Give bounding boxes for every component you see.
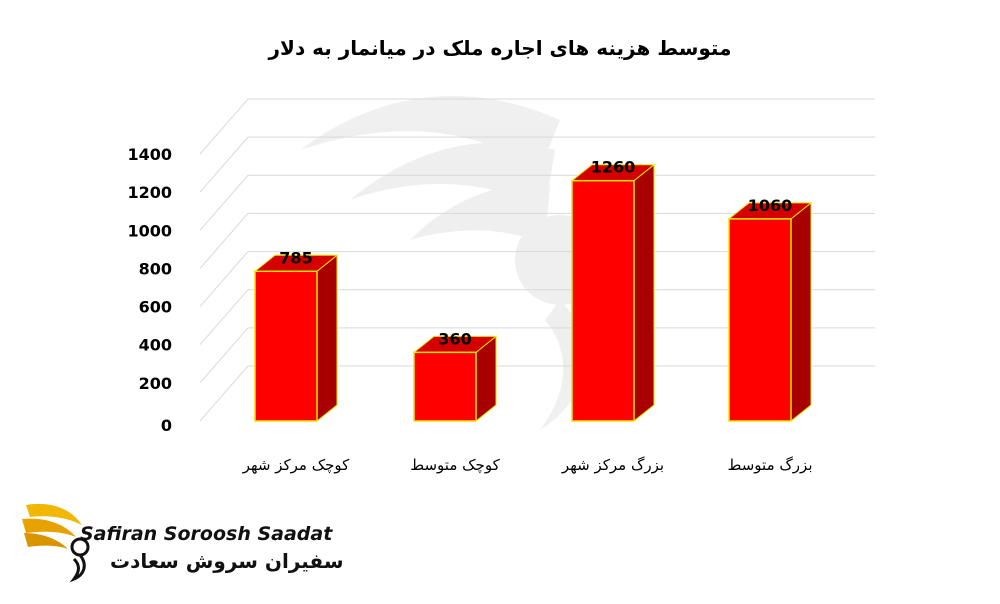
x-tick-label: کوچک متوسط — [410, 456, 500, 474]
bar-side — [316, 254, 338, 423]
gridline — [199, 136, 875, 193]
gridline — [199, 251, 875, 307]
bar — [253, 254, 339, 423]
y-tick-label: 1200 — [127, 183, 172, 202]
bar-side — [633, 163, 655, 423]
gridline — [199, 327, 875, 384]
gridline — [199, 365, 875, 422]
bar-side — [790, 201, 812, 423]
y-tick-label: 200 — [139, 374, 172, 393]
bar-front — [571, 179, 635, 422]
brand-name-en: Safiran Soroosh Saadat — [80, 523, 333, 545]
data-label: 1260 — [591, 158, 636, 177]
chart-title: متوسط هزینه های اجاره ملک در میانمار به … — [268, 36, 732, 60]
data-label: 360 — [438, 329, 471, 348]
y-tick-label: 400 — [139, 336, 172, 355]
bar — [570, 163, 656, 423]
data-label: 785 — [279, 248, 312, 267]
bars — [253, 163, 813, 423]
x-tick-label: بزرگ مرکز شهر — [561, 456, 664, 474]
gridline — [199, 289, 875, 346]
y-tick-label: 1000 — [127, 221, 172, 240]
gridline — [199, 212, 875, 269]
x-tick-label: کوچک مرکز شهر — [242, 456, 350, 474]
golden-bird-icon — [22, 503, 90, 583]
y-tick-label: 800 — [139, 259, 172, 278]
bar — [412, 335, 498, 423]
bar-front — [728, 218, 792, 422]
data-labels: 785 360 1260 1060 — [279, 158, 792, 349]
brand-name-fa: سفیران سروش سعادت — [110, 549, 344, 573]
gridline — [199, 174, 875, 231]
y-tick-label: 1400 — [127, 145, 172, 164]
x-axis: کوچک مرکز شهر کوچک متوسط بزرگ مرکز شهر بزرگ… — [242, 456, 813, 474]
bar-front — [413, 351, 477, 422]
bar — [727, 201, 813, 423]
data-label: 1060 — [748, 196, 793, 215]
y-tick-label: 0 — [161, 416, 172, 435]
bar-front — [254, 270, 318, 422]
gridline — [199, 98, 875, 155]
y-tick-label: 600 — [139, 298, 172, 317]
brand-logo: Safiran Soroosh Saadat سفیران سروش سعادت — [18, 495, 344, 585]
x-tick-label: بزرگ متوسط — [727, 456, 812, 474]
y-axis: 0 200 400 600 800 1000 1200 1400 — [127, 145, 172, 435]
grid — [199, 98, 875, 422]
